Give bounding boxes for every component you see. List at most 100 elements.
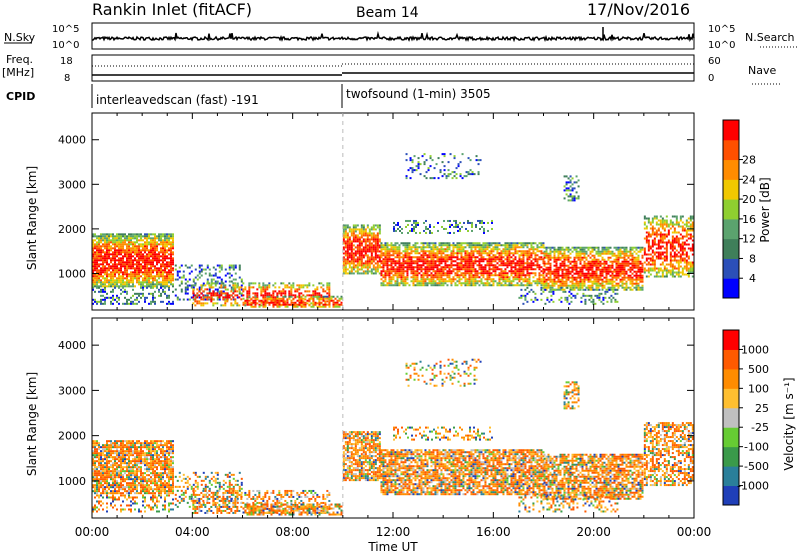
range-cell xyxy=(448,258,451,261)
range-cell xyxy=(364,250,367,253)
range-cell xyxy=(667,241,670,244)
range-cell xyxy=(414,260,417,263)
range-cell xyxy=(534,274,537,277)
range-cell xyxy=(394,264,397,267)
range-cell xyxy=(420,284,423,287)
range-cell xyxy=(589,268,592,271)
range-cell xyxy=(210,296,213,299)
range-cell xyxy=(144,243,146,246)
range-cell xyxy=(591,270,594,273)
range-cell xyxy=(224,288,227,291)
range-cell xyxy=(432,284,435,287)
range-cell xyxy=(432,248,435,251)
range-cell xyxy=(130,255,132,258)
range-cell xyxy=(444,272,447,275)
range-cell xyxy=(146,269,148,272)
range-cell xyxy=(368,256,371,259)
range-cell xyxy=(346,234,349,237)
range-cell xyxy=(292,297,295,300)
range-cell xyxy=(122,286,124,289)
range-cell xyxy=(104,267,106,270)
range-cell xyxy=(444,268,447,271)
range-cell xyxy=(264,294,267,297)
range-cell xyxy=(262,301,265,304)
range-cell xyxy=(334,303,337,306)
range-cell xyxy=(126,253,128,256)
range-cell xyxy=(124,290,126,293)
range-cell xyxy=(168,269,170,272)
range-cell xyxy=(432,266,435,269)
range-cell xyxy=(110,233,112,236)
range-cell xyxy=(472,274,475,277)
range-cell xyxy=(308,290,311,293)
range-cell xyxy=(252,301,255,304)
range-cell xyxy=(545,254,548,257)
range-cell xyxy=(208,292,211,295)
range-cell xyxy=(649,259,652,262)
range-cell xyxy=(653,269,656,272)
range-cell xyxy=(431,231,433,234)
range-cell xyxy=(528,242,531,245)
freq-tick-top: 18 xyxy=(60,56,73,67)
range-cell xyxy=(504,242,507,245)
range-cell xyxy=(551,272,554,275)
range-cell xyxy=(641,286,644,289)
range-cell xyxy=(316,297,319,300)
range-cell xyxy=(380,278,383,281)
range-cell xyxy=(134,257,136,260)
range-cell xyxy=(192,280,195,283)
range-cell xyxy=(390,260,393,263)
range-cell xyxy=(382,284,385,287)
range-cell xyxy=(110,271,112,274)
range-cell xyxy=(138,261,140,264)
range-cell xyxy=(302,297,305,300)
range-cell xyxy=(146,233,148,236)
range-cell xyxy=(218,296,221,299)
range-cell xyxy=(122,243,124,246)
range-cell xyxy=(443,173,446,176)
range-cell xyxy=(290,294,293,297)
range-cell xyxy=(124,243,126,246)
range-cell xyxy=(419,231,421,234)
range-cell xyxy=(290,290,293,293)
range-cell xyxy=(160,249,162,252)
range-cell xyxy=(663,257,666,260)
range-cell xyxy=(524,274,527,277)
range-cell xyxy=(406,274,409,277)
range-cell xyxy=(262,303,265,306)
range-cell xyxy=(659,237,662,240)
range-cell xyxy=(591,266,594,269)
range-cell xyxy=(526,250,529,253)
range-cell xyxy=(631,278,634,281)
range-cell xyxy=(118,235,120,238)
range-cell xyxy=(114,241,116,244)
range-cell xyxy=(530,254,533,257)
range-cell xyxy=(577,270,580,273)
range-cell xyxy=(605,252,608,255)
range-cell xyxy=(441,225,443,228)
range-cell xyxy=(370,242,373,245)
range-cell xyxy=(344,228,347,231)
range-cell xyxy=(160,281,162,284)
range-cell xyxy=(498,254,501,257)
range-cell xyxy=(605,272,608,275)
range-cell xyxy=(384,242,387,245)
range-cell xyxy=(200,288,203,291)
range-cell xyxy=(557,280,560,283)
range-cell xyxy=(302,294,305,297)
range-cell xyxy=(571,270,574,273)
range-cell xyxy=(92,267,94,270)
range-cell xyxy=(657,219,660,222)
range-cell xyxy=(468,284,471,287)
range-cell xyxy=(206,296,209,299)
range-cell xyxy=(508,260,511,263)
range-cell xyxy=(96,285,98,288)
range-cell xyxy=(440,272,443,275)
range-cell xyxy=(452,254,455,257)
nave-tick-bottom: 0 xyxy=(708,73,714,84)
range-cell xyxy=(138,257,140,260)
range-cell xyxy=(426,284,429,287)
range-cell xyxy=(514,258,517,261)
range-cell xyxy=(96,263,98,266)
range-cell xyxy=(146,235,148,238)
